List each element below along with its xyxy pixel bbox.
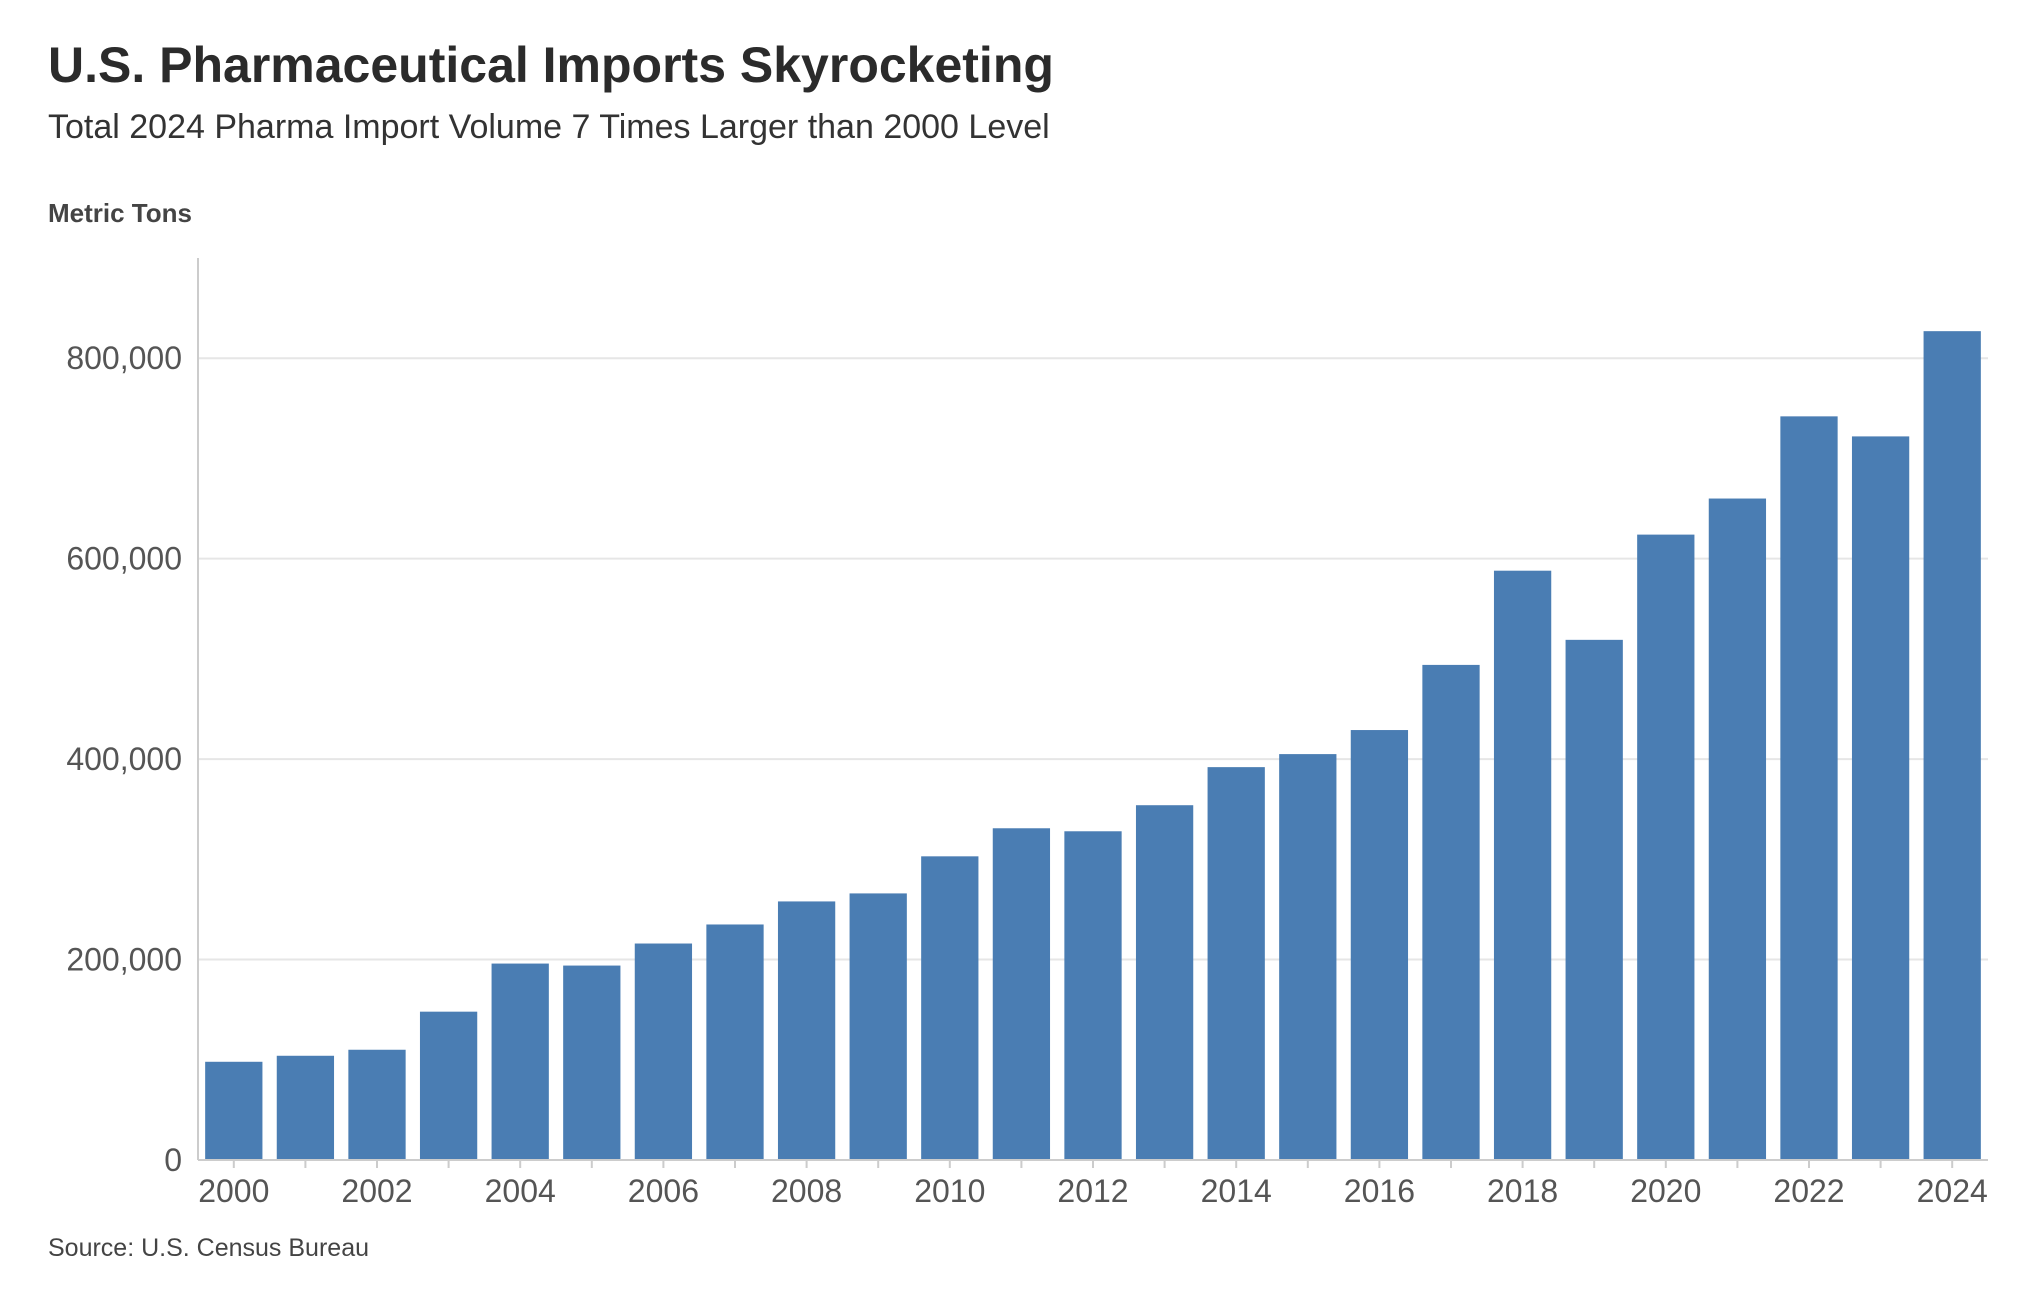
x-tick-label: 2008 bbox=[771, 1173, 842, 1209]
chart-title: U.S. Pharmaceutical Imports Skyrocketing bbox=[48, 37, 1054, 93]
axes bbox=[197, 258, 1988, 1168]
x-tick-label: 2006 bbox=[628, 1173, 699, 1209]
bar-2008 bbox=[777, 901, 836, 1160]
bar-2012 bbox=[1064, 831, 1122, 1160]
bar-2001 bbox=[276, 1055, 335, 1160]
bar-2000 bbox=[205, 1061, 263, 1160]
bar-2010 bbox=[921, 856, 979, 1160]
bar-2014 bbox=[1207, 767, 1265, 1160]
tick-labels: 0 200,000 400,000 600,000 800,000 2000 2002 200… bbox=[66, 340, 1987, 1209]
x-tick-label: 2022 bbox=[1773, 1173, 1844, 1209]
bar-2007 bbox=[706, 924, 764, 1160]
x-tick-label: 2014 bbox=[1201, 1173, 1272, 1209]
x-tick-label: 2010 bbox=[914, 1173, 985, 1209]
bar-2023 bbox=[1851, 436, 1910, 1160]
bar-2016 bbox=[1350, 730, 1409, 1160]
bar-2002 bbox=[348, 1049, 406, 1160]
bar-2017 bbox=[1422, 664, 1480, 1160]
bar-2015 bbox=[1279, 754, 1337, 1160]
bar-2024 bbox=[1923, 331, 1981, 1160]
bar-2019 bbox=[1565, 639, 1623, 1160]
x-tick-label: 2024 bbox=[1917, 1173, 1988, 1209]
x-tick-label: 2000 bbox=[198, 1173, 269, 1209]
bar-2021 bbox=[1708, 498, 1767, 1160]
bar-2011 bbox=[992, 828, 1051, 1160]
y-tick-label: 400,000 bbox=[66, 741, 182, 777]
bars bbox=[205, 331, 1981, 1161]
x-tick-label: 2004 bbox=[485, 1173, 556, 1209]
x-tick-label: 2012 bbox=[1057, 1173, 1128, 1209]
chart-subtitle: Total 2024 Pharma Import Volume 7 Times … bbox=[48, 108, 1050, 146]
bar-2022 bbox=[1780, 416, 1838, 1161]
x-tick-label: 2016 bbox=[1344, 1173, 1415, 1209]
y-tick-label: 600,000 bbox=[66, 541, 182, 577]
bar-2005 bbox=[563, 965, 621, 1160]
bar-2013 bbox=[1135, 805, 1194, 1160]
y-tick-label: 0 bbox=[164, 1142, 182, 1178]
bar-2009 bbox=[849, 893, 907, 1160]
bar-2018 bbox=[1493, 570, 1552, 1160]
bar-2004 bbox=[491, 963, 549, 1160]
bar-2003 bbox=[419, 1011, 478, 1160]
y-tick-label: 200,000 bbox=[66, 942, 182, 978]
y-tick-label: 800,000 bbox=[66, 340, 182, 376]
x-tick-label: 2002 bbox=[341, 1173, 412, 1209]
bar-2006 bbox=[634, 943, 693, 1160]
bar-2020 bbox=[1637, 534, 1695, 1160]
x-tick-label: 2018 bbox=[1487, 1173, 1558, 1209]
x-tick-label: 2020 bbox=[1630, 1173, 1701, 1209]
source-note: Source: U.S. Census Bureau bbox=[48, 1234, 369, 1262]
y-axis-unit-label: Metric Tons bbox=[48, 198, 192, 228]
